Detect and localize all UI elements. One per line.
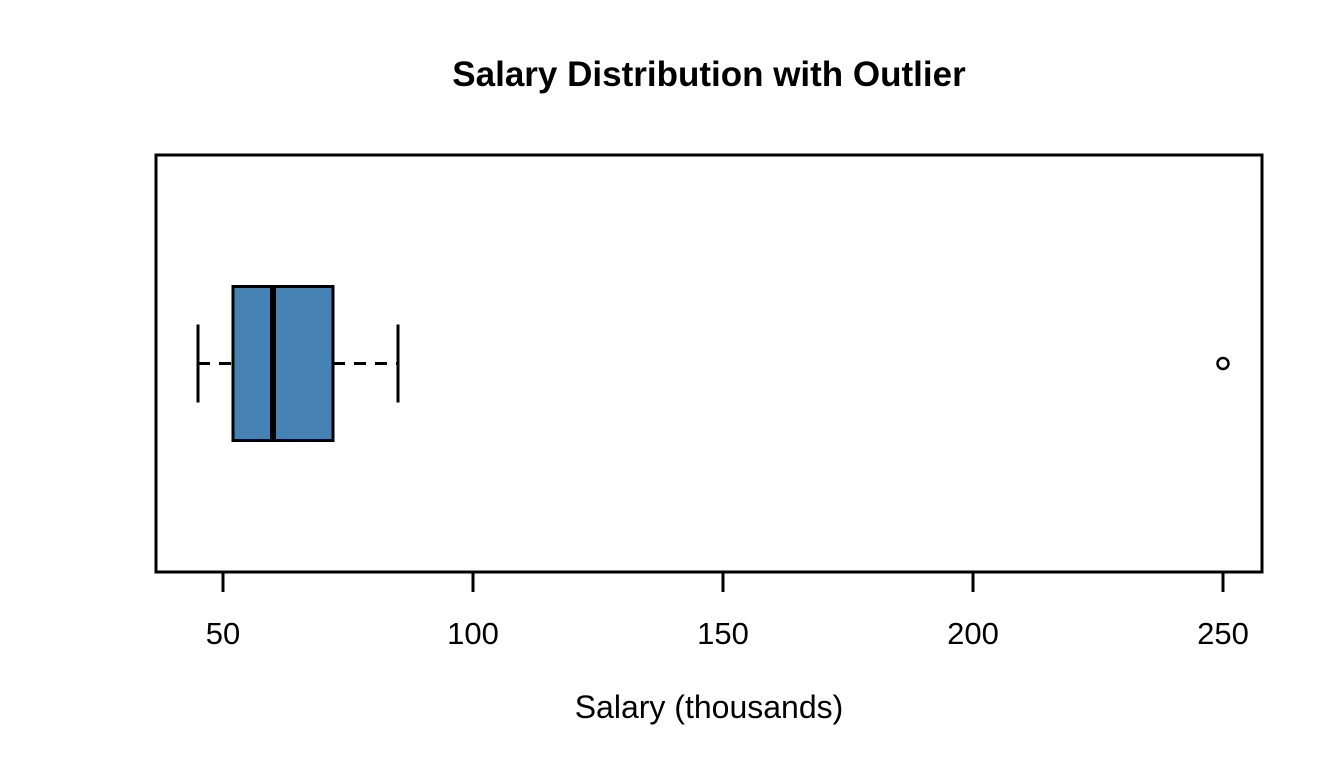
outlier-point xyxy=(1216,356,1230,371)
x-axis-label: Salary (thousands) xyxy=(574,689,844,725)
x-tick-label: 250 xyxy=(1197,616,1249,651)
plot-frame xyxy=(154,153,1264,574)
x-tick-label: 100 xyxy=(447,616,499,651)
chart-title: Salary Distribution with Outlier xyxy=(452,55,966,94)
x-tick-label: 50 xyxy=(206,616,240,651)
iqr-box xyxy=(231,285,335,442)
x-tick-label: 200 xyxy=(947,616,999,651)
x-tick-label: 150 xyxy=(697,616,749,651)
